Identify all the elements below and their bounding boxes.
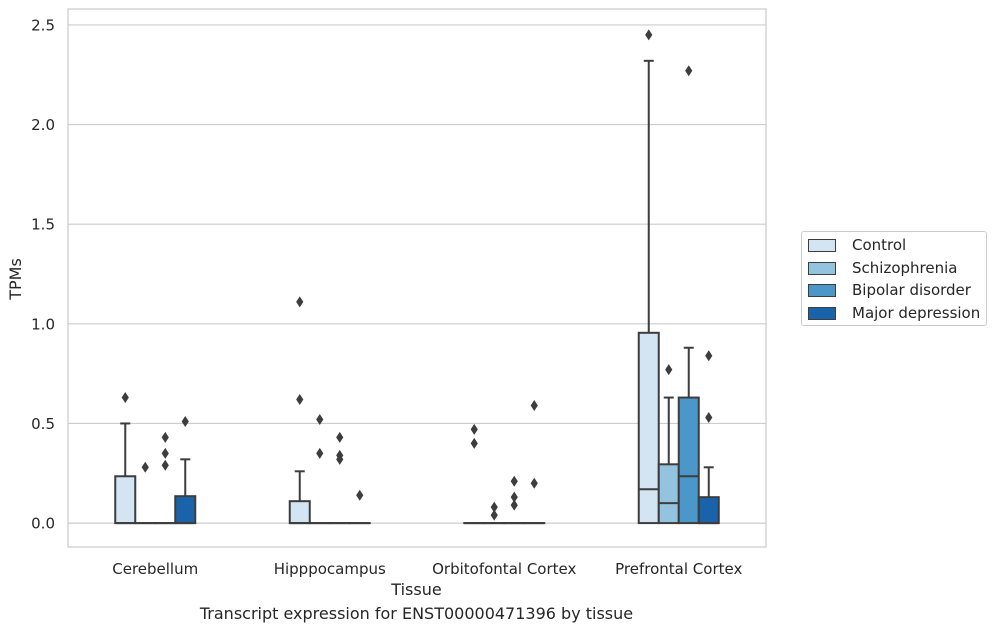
flier-point xyxy=(296,394,304,406)
flier-point xyxy=(161,431,169,443)
flier-point xyxy=(645,29,653,41)
box-group xyxy=(697,350,720,525)
x-tick-label: Cerebellum xyxy=(112,560,198,578)
flier-point xyxy=(356,489,364,501)
box-group xyxy=(463,423,486,525)
flier-point xyxy=(490,501,498,513)
flier-point xyxy=(470,437,478,449)
legend: Control Schizophrenia Bipolar disorder M… xyxy=(801,231,987,326)
legend-swatch-schizophrenia xyxy=(808,261,836,275)
legend-label-bipolar: Bipolar disorder xyxy=(852,281,971,299)
legend-swatch-bipolar xyxy=(808,283,836,297)
box xyxy=(114,475,137,525)
box-group xyxy=(174,415,197,525)
flier-point xyxy=(705,350,713,362)
x-axis-label: Tissue xyxy=(390,580,441,599)
flier-point xyxy=(336,431,344,443)
figure-caption: Transcript expression for ENST0000047139… xyxy=(199,604,634,623)
box-group xyxy=(523,400,546,525)
boxes-layer xyxy=(114,29,720,525)
box-group xyxy=(308,413,331,525)
box-group xyxy=(134,461,157,525)
flier-point xyxy=(705,411,713,423)
y-axis-label: TPMs xyxy=(6,258,25,301)
y-tick-label: 2.0 xyxy=(31,116,55,134)
flier-point xyxy=(510,499,518,511)
flier-point xyxy=(296,296,304,308)
box-group xyxy=(288,296,311,525)
legend-swatch-control xyxy=(808,238,836,252)
flier-point xyxy=(161,459,169,471)
x-tick-label: Hipppocampus xyxy=(274,560,386,578)
flier-point xyxy=(685,65,693,77)
flier-point xyxy=(161,447,169,459)
flier-point xyxy=(181,415,189,427)
legend-swatch-major-depression xyxy=(808,306,836,320)
box-group xyxy=(154,431,177,525)
flier-point xyxy=(121,392,129,404)
flier-point xyxy=(336,449,344,461)
y-tick-label: 1.5 xyxy=(31,216,55,234)
x-tick-labels: Cerebellum Hipppocampus Orbitofontal Corte… xyxy=(112,560,742,578)
legend-item-control: Control xyxy=(808,235,906,255)
box-group xyxy=(348,489,371,525)
box xyxy=(657,463,680,525)
grid-lines xyxy=(68,24,766,524)
box-group xyxy=(677,65,700,525)
plot-frame xyxy=(67,8,767,548)
legend-label-major-depression: Major depression xyxy=(852,304,981,322)
box xyxy=(288,500,311,525)
flier-point xyxy=(316,447,324,459)
y-tick-label: 0.5 xyxy=(31,415,55,433)
box xyxy=(637,331,660,525)
legend-label-control: Control xyxy=(852,236,907,254)
box-group xyxy=(637,29,660,525)
flier-point xyxy=(510,475,518,487)
legend-item-major-depression: Major depression xyxy=(808,303,980,323)
box-group xyxy=(114,392,137,525)
y-tick-labels: 0.0 0.5 1.0 1.5 2.0 2.5 xyxy=(31,16,55,532)
y-tick-label: 1.0 xyxy=(31,315,55,333)
box-group xyxy=(503,475,526,525)
flier-point xyxy=(665,364,673,376)
flier-point xyxy=(141,461,149,473)
legend-item-schizophrenia: Schizophrenia xyxy=(808,258,957,278)
y-tick-label: 0.0 xyxy=(31,515,55,533)
box-group xyxy=(328,431,351,525)
x-tick-label: Orbitofontal Cortex xyxy=(432,560,576,578)
x-tick-label: Prefrontal Cortex xyxy=(615,560,742,578)
y-tick-label: 2.5 xyxy=(31,16,55,34)
flier-point xyxy=(510,491,518,503)
legend-label-schizophrenia: Schizophrenia xyxy=(852,259,958,277)
box-group xyxy=(483,501,506,525)
box xyxy=(677,396,700,525)
box-group xyxy=(657,364,680,525)
flier-point xyxy=(530,400,538,412)
legend-item-bipolar: Bipolar disorder xyxy=(808,280,971,300)
flier-point xyxy=(490,509,498,521)
flier-point xyxy=(470,423,478,435)
flier-point xyxy=(530,477,538,489)
box xyxy=(697,496,720,525)
box xyxy=(174,495,197,525)
flier-point xyxy=(316,413,324,425)
